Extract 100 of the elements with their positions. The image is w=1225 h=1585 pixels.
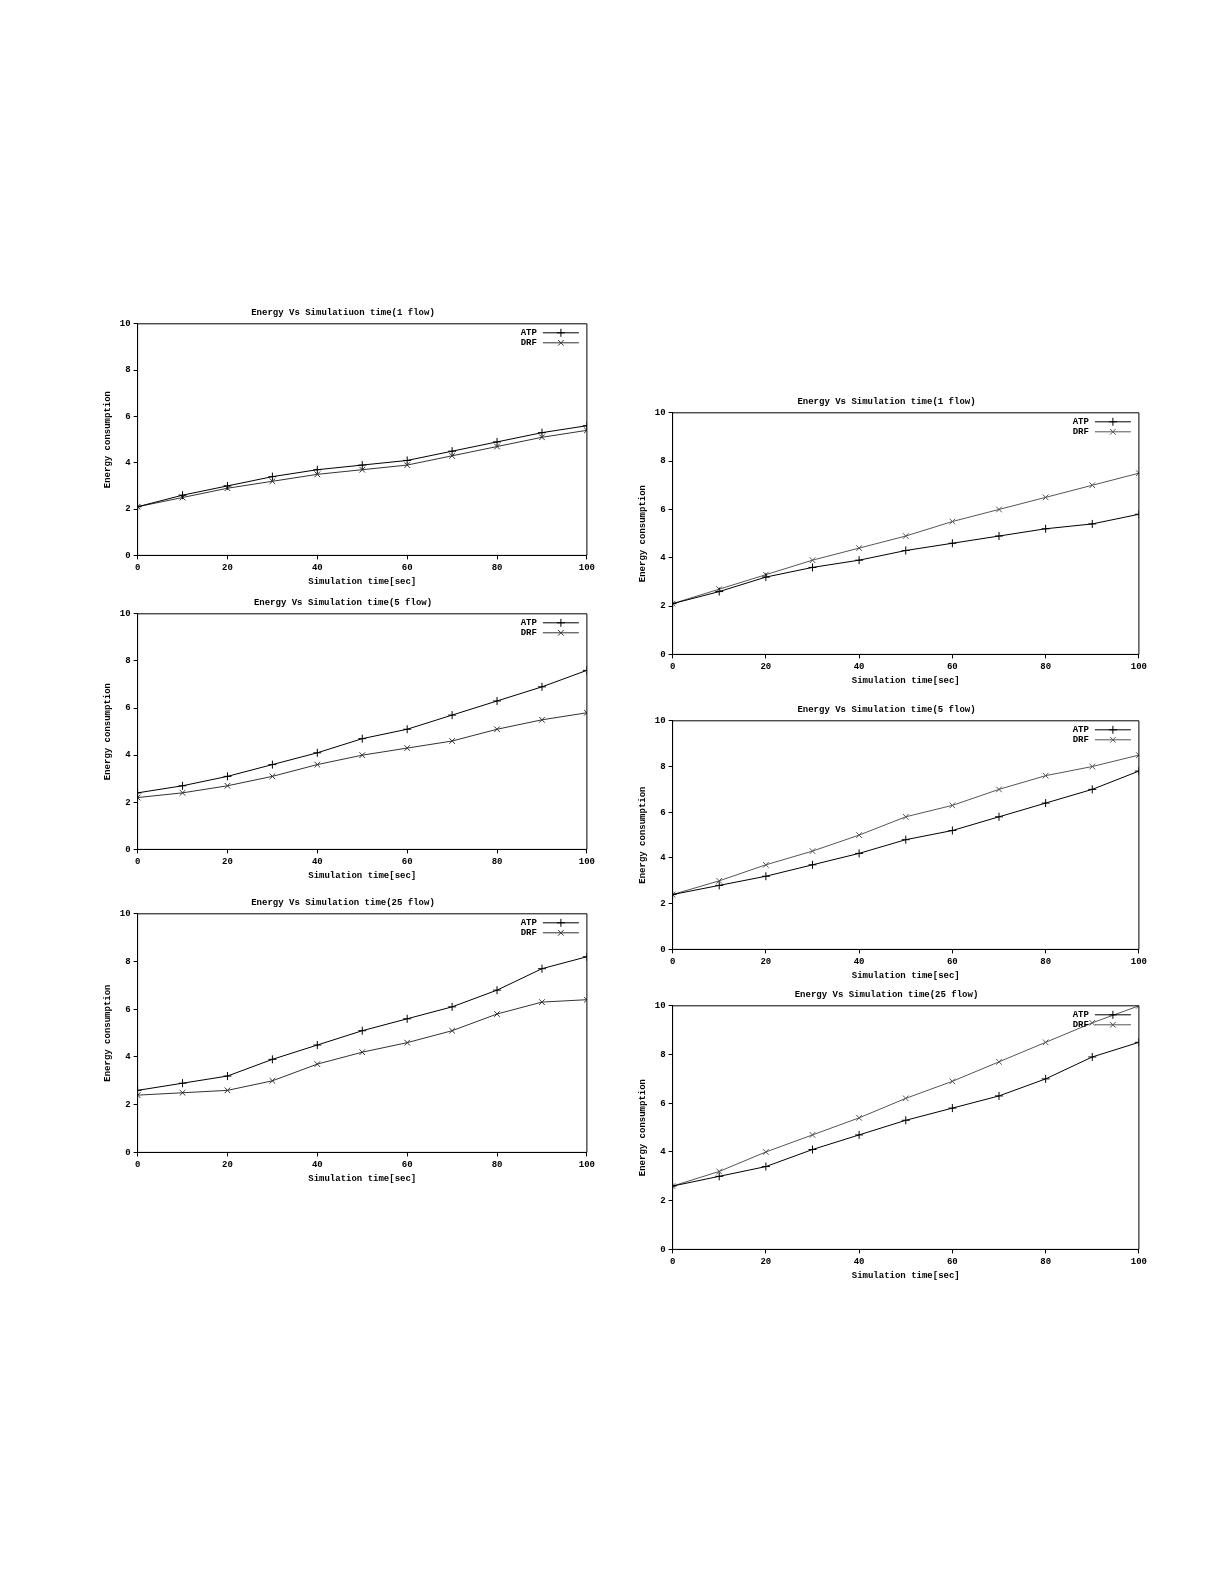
point (222, 1071, 232, 1081)
point (224, 1087, 231, 1094)
x-tick-label: 40 (311, 857, 323, 868)
x-tick-label: 100 (1130, 1257, 1147, 1268)
x-tick-label: 100 (1130, 662, 1147, 673)
x-axis-title: Simulation time[sec] (851, 675, 960, 686)
y-tick-label: 4 (660, 853, 667, 864)
x-tick-label: 60 (946, 662, 958, 673)
x-tick-label: 60 (401, 563, 413, 574)
point (1087, 1052, 1097, 1062)
x-axis-title: Simulation time[sec] (308, 576, 417, 587)
point (949, 1077, 956, 1085)
point (854, 555, 864, 565)
chart-title: Energy Vs Simulation time(25 flow) (251, 897, 435, 908)
point (1042, 1039, 1049, 1046)
point (267, 1054, 277, 1064)
point (448, 452, 456, 460)
point (358, 466, 366, 474)
point (714, 880, 724, 890)
x-tick-label: 80 (1040, 662, 1052, 673)
x-tick-label: 20 (222, 857, 233, 868)
point (1087, 519, 1097, 529)
point (947, 1103, 957, 1113)
x-tick-label: 20 (760, 957, 772, 968)
y-tick-label: 10 (654, 716, 666, 727)
y-tick-label: 4 (660, 1147, 667, 1158)
x-tick-label: 0 (669, 1257, 676, 1268)
y-tick-label: 2 (660, 1195, 666, 1206)
point (761, 871, 771, 881)
point (357, 460, 367, 470)
point (995, 1058, 1003, 1066)
x-tick-label: 80 (1040, 1257, 1052, 1268)
point (357, 734, 367, 744)
point (807, 860, 817, 870)
point (269, 773, 276, 780)
point (762, 861, 770, 869)
x-tick-label: 0 (669, 957, 676, 968)
y-axis-title: Energy consumption (637, 1078, 648, 1177)
point (313, 761, 321, 768)
point (537, 428, 547, 438)
point (949, 518, 956, 525)
point (809, 1131, 816, 1139)
x-tick-label: 0 (134, 857, 141, 868)
point (358, 1048, 366, 1056)
point (714, 1171, 724, 1181)
point (715, 1168, 723, 1175)
y-tick-label: 6 (125, 411, 131, 422)
point (179, 1089, 186, 1097)
y-tick-label: 0 (660, 1244, 666, 1255)
chart-title: Energy Vs Simulation time(25 flow) (794, 989, 979, 1000)
y-tick-label: 0 (660, 649, 666, 660)
x-tick-label: 20 (222, 563, 233, 574)
legend-label: DRF (520, 928, 537, 939)
x-tick-label: 0 (669, 662, 676, 673)
point (947, 538, 957, 548)
point (403, 461, 411, 469)
point (901, 546, 911, 556)
point (312, 465, 322, 475)
y-tick-label: 2 (660, 898, 666, 909)
legend-label: ATP (1072, 725, 1090, 736)
x-tick-label: 60 (946, 1257, 958, 1268)
point (1087, 784, 1097, 794)
point (807, 562, 817, 572)
point (995, 506, 1003, 513)
legend-label: DRF (1072, 1020, 1089, 1031)
x-tick-label: 60 (946, 957, 958, 968)
chart-title: Energy Vs Simulation time(5 flow) (797, 704, 976, 715)
point (267, 472, 277, 482)
point (267, 760, 277, 770)
x-tick-label: 40 (853, 1257, 865, 1268)
y-tick-label: 2 (660, 601, 666, 612)
y-tick-label: 8 (125, 365, 131, 376)
x-tick-label: 20 (222, 1160, 233, 1171)
y-tick-label: 10 (654, 1001, 666, 1012)
point (1042, 772, 1049, 779)
y-tick-label: 4 (125, 750, 132, 761)
point (402, 1014, 412, 1024)
x-tick-label: 60 (401, 1160, 413, 1171)
point (854, 848, 864, 858)
y-tick-label: 2 (125, 504, 131, 515)
point (715, 877, 723, 885)
point (403, 1039, 411, 1046)
point (1041, 1074, 1051, 1084)
point (902, 532, 910, 540)
point (178, 1078, 188, 1088)
x-tick-label: 20 (760, 662, 772, 673)
x-tick-label: 40 (311, 1160, 323, 1171)
x-tick-label: 40 (311, 563, 323, 574)
y-tick-label: 0 (660, 944, 666, 955)
point (492, 696, 502, 706)
point (447, 1002, 457, 1012)
y-axis-title: Energy consumption (102, 984, 113, 1082)
y-tick-label: 6 (125, 1004, 131, 1015)
y-tick-label: 6 (660, 807, 666, 818)
point (312, 1040, 322, 1050)
legend-label: ATP (520, 918, 538, 929)
y-axis-title: Energy consumption (102, 390, 113, 489)
point (902, 813, 910, 821)
x-tick-label: 40 (853, 662, 865, 673)
point (312, 748, 322, 758)
